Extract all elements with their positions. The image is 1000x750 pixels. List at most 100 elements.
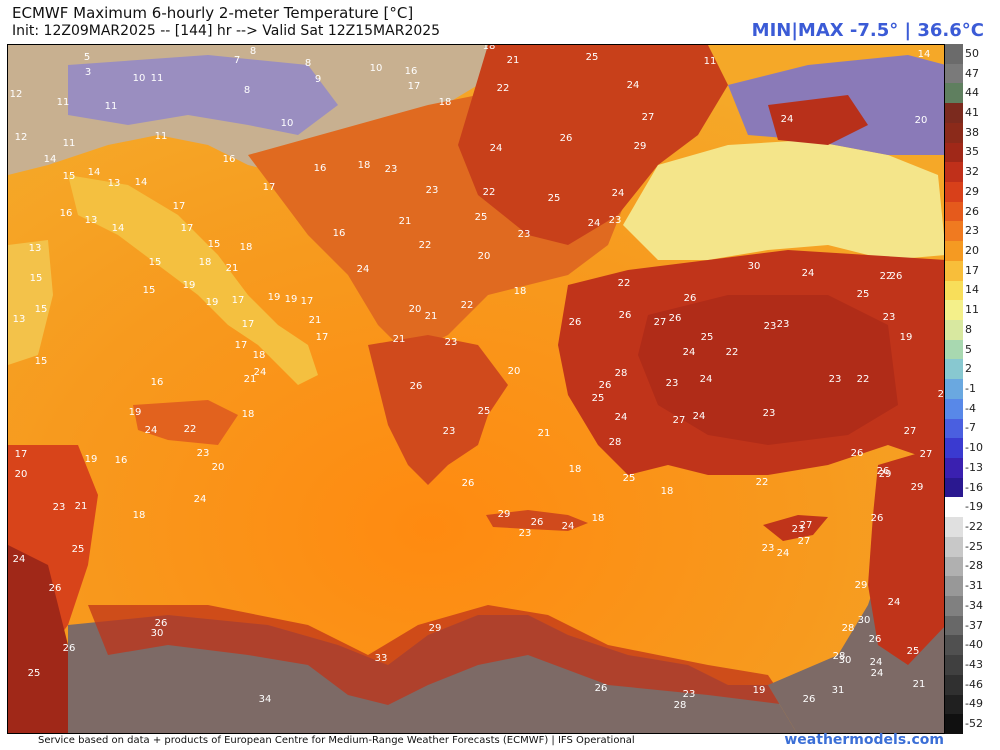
map-value-label: 16 <box>333 228 346 239</box>
map-value-label: 18 <box>569 464 582 475</box>
map-value-label: 14 <box>135 177 148 188</box>
map-value-label: 29 <box>879 469 892 480</box>
legend-swatch <box>945 320 963 340</box>
map-value-label: 26 <box>155 618 168 629</box>
map-value-label: 18 <box>253 350 266 361</box>
map-value-label: 13 <box>13 314 26 325</box>
legend-swatch <box>945 714 963 735</box>
legend-swatch <box>945 300 963 321</box>
map-value-label: 26 <box>851 448 864 459</box>
map-value-label: 17 <box>235 340 248 351</box>
map-value-label: 24 <box>194 494 207 505</box>
map-value-label: 24 <box>357 264 370 275</box>
map-value-label: 18 <box>133 510 146 521</box>
legend-tick-label: 23 <box>965 224 979 238</box>
region-sicily <box>133 400 238 445</box>
map-value-label: 21 <box>538 428 551 439</box>
map-value-label: 23 <box>385 164 398 175</box>
map-value-label: 22 <box>419 240 432 251</box>
legend-tick-label: 29 <box>965 184 979 198</box>
temperature-map[interactable]: 18 25 24 11 14 20 24 27 29 26 24 21 22 18 17 16 10 9 8 8 7 8 5… <box>7 44 945 734</box>
map-value-label: 28 <box>609 437 622 448</box>
legend-swatch <box>945 221 963 242</box>
map-value-label: 26 <box>410 381 423 392</box>
legend-swatch <box>945 576 963 597</box>
map-value-label: 21 <box>399 216 412 227</box>
legend-swatch <box>945 477 963 498</box>
region-crimea-warm <box>768 95 868 145</box>
region-algeria-hot <box>8 545 78 733</box>
map-title: ECMWF Maximum 6-hourly 2-meter Temperatu… <box>12 4 414 22</box>
legend-tick-label: -1 <box>965 382 976 395</box>
map-value-label: 21 <box>393 334 406 345</box>
map-value-label: 28 <box>833 651 846 662</box>
map-value-label: 9 <box>315 74 321 85</box>
legend-tick-label: 41 <box>965 106 979 119</box>
map-value-label: 22 <box>184 424 197 435</box>
legend-swatch <box>945 615 963 636</box>
map-value-label: 11 <box>105 101 118 112</box>
map-value-label: 19 <box>206 297 219 308</box>
legend-swatch <box>945 418 963 439</box>
map-value-label: 24 <box>588 218 601 229</box>
map-value-label: 22 <box>497 83 510 94</box>
map-value-label: 27 <box>920 449 933 460</box>
island-crete <box>486 510 588 531</box>
map-value-label: 23 <box>518 229 531 240</box>
map-value-label: 18 <box>592 513 605 524</box>
legend-swatch <box>945 497 963 518</box>
map-value-label: 25 <box>28 668 41 679</box>
map-value-label: 26 <box>569 317 582 328</box>
legend-swatch <box>945 438 963 459</box>
map-value-label: 16 <box>314 163 327 174</box>
map-value-label: 22 <box>461 300 474 311</box>
region-greece <box>368 335 508 485</box>
temperature-legend: 50 47 44 41 38 35 32 29 26 23 20 17 14 11 8 5 2 -1 -4 -7 -10… <box>945 44 1000 735</box>
legend-tick-label: 17 <box>965 263 979 277</box>
map-value-label: 10 <box>281 118 294 129</box>
legend-tick-label: -28 <box>965 559 983 573</box>
legend-swatch <box>945 458 963 478</box>
region-italy <box>68 175 318 385</box>
legend-swatch <box>945 556 963 577</box>
map-value-label: 18 <box>661 486 674 497</box>
map-value-label: 26 <box>63 643 76 654</box>
map-value-label: 23 <box>829 374 842 385</box>
legend-tick-label: 11 <box>965 303 979 317</box>
map-value-label: 26 <box>684 293 697 304</box>
black-sea <box>623 140 944 260</box>
map-value-label: 19 <box>129 407 142 418</box>
map-value-label: 15 <box>30 273 43 284</box>
map-value-label: 17 <box>316 332 329 343</box>
map-value-label: 23 <box>426 185 439 196</box>
map-value-label: 27 <box>798 536 811 547</box>
map-value-label: 24 <box>254 367 267 378</box>
region-sardinia <box>8 240 53 365</box>
map-value-label: 10 <box>370 63 383 74</box>
legend-tick-label: -37 <box>965 618 983 632</box>
legend-swatch <box>945 241 963 262</box>
map-value-label: 15 <box>149 257 162 268</box>
legend-tick-label: -7 <box>965 421 976 435</box>
map-value-label: 20 <box>915 115 928 126</box>
map-value-label: 11 <box>63 138 76 149</box>
map-value-label: 25 <box>586 52 599 63</box>
map-value-label: 23 <box>443 426 456 437</box>
map-value-label: 25 <box>701 332 714 343</box>
legend-tick-label: -16 <box>965 480 983 494</box>
map-value-label: 21 <box>507 55 520 66</box>
map-value-label: 14 <box>112 223 125 234</box>
map-value-label: 25 <box>72 544 85 555</box>
map-value-label: 17 <box>15 449 28 460</box>
map-value-label: 26 <box>560 133 573 144</box>
map-value-label: 26 <box>871 513 884 524</box>
map-value-label: 16 <box>405 66 418 77</box>
legend-tick-label: 2 <box>965 362 972 376</box>
map-value-label: 25 <box>907 646 920 657</box>
site-link[interactable]: weathermodels.com <box>784 732 944 748</box>
map-value-label: 18 <box>514 286 527 297</box>
map-value-label: 23 <box>53 502 66 513</box>
map-value-label: 26 <box>599 380 612 391</box>
legend-tick-label: -25 <box>965 539 983 553</box>
map-value-label: 27 <box>800 520 813 531</box>
